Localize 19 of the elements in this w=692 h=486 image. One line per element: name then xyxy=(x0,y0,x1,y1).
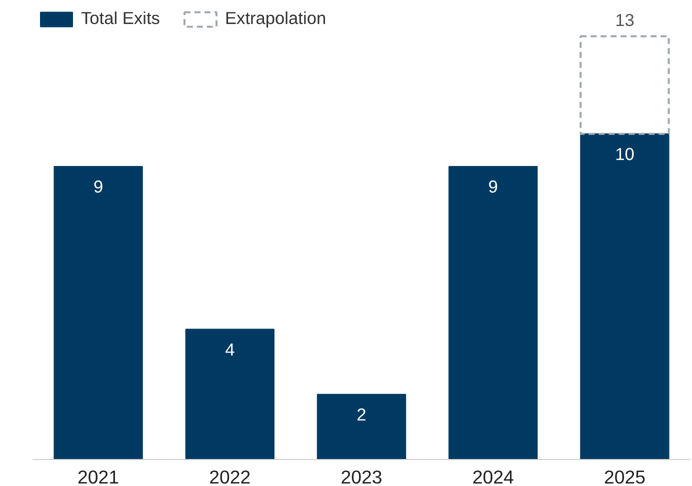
legend-label: Extrapolation xyxy=(224,8,326,29)
bar xyxy=(316,394,406,460)
legend-label: Total Exits xyxy=(81,8,160,29)
bar xyxy=(580,35,670,135)
x-tick-label: 2022 xyxy=(209,466,251,486)
bar xyxy=(448,166,538,460)
data-label: 2 xyxy=(356,404,366,424)
x-tick-label: 2024 xyxy=(472,466,514,486)
bar xyxy=(185,328,274,460)
bar xyxy=(580,133,670,460)
x-tick-label: 2025 xyxy=(604,466,646,486)
total-label: 13 xyxy=(615,10,634,30)
data-label: 9 xyxy=(488,176,498,196)
bar xyxy=(54,166,143,460)
data-label: 10 xyxy=(615,144,634,164)
x-tick-label: 2023 xyxy=(340,466,382,486)
data-label: 9 xyxy=(93,176,104,196)
x-tick-label: 2021 xyxy=(78,466,120,486)
data-label: 4 xyxy=(225,339,236,360)
